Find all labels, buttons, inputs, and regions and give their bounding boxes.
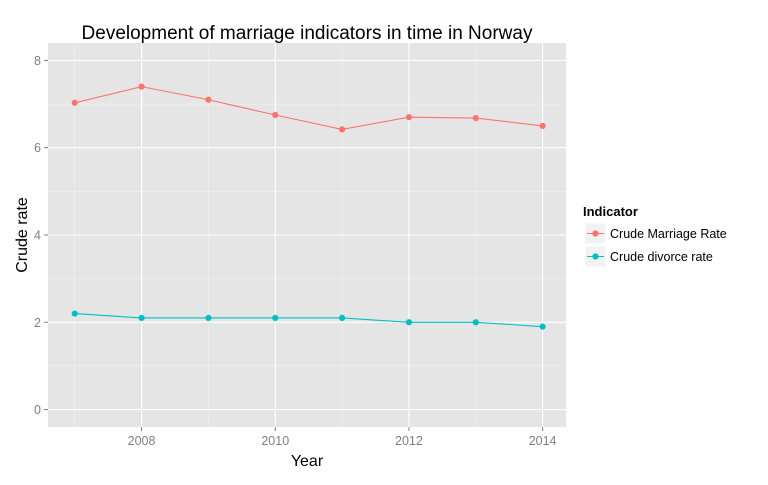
data-point bbox=[338, 126, 346, 133]
series-line bbox=[74, 86, 543, 130]
data-point bbox=[338, 314, 346, 322]
data-point bbox=[405, 319, 413, 326]
series-divorce-rate bbox=[71, 310, 546, 330]
x-tick-label: 2008 bbox=[128, 434, 156, 448]
y-tick-label: 4 bbox=[34, 229, 41, 243]
legend: Indicator Crude Marriage Rate Crude divor… bbox=[583, 204, 727, 268]
data-point bbox=[138, 314, 145, 322]
legend-items: Crude Marriage Rate Crude divorce rate bbox=[584, 222, 727, 268]
y-tick-label: 8 bbox=[34, 54, 41, 68]
y-tick-label: 2 bbox=[34, 316, 41, 330]
data-point bbox=[539, 323, 546, 330]
legend-label: Crude Marriage Rate bbox=[610, 227, 727, 241]
data-point bbox=[405, 114, 413, 121]
data-point bbox=[205, 96, 212, 103]
data-point bbox=[71, 99, 78, 106]
y-axis: 0 2 4 6 8 bbox=[34, 54, 48, 417]
chart-title: Development of marriage indicators in ti… bbox=[82, 23, 533, 44]
data-point bbox=[71, 310, 78, 317]
legend-item: Crude Marriage Rate bbox=[584, 222, 727, 245]
legend-item: Crude divorce rate bbox=[584, 245, 713, 268]
y-tick-label: 6 bbox=[34, 141, 41, 155]
data-point bbox=[472, 319, 479, 326]
x-tick-label: 2010 bbox=[261, 434, 289, 448]
data-point bbox=[272, 314, 279, 322]
legend-key-point bbox=[592, 253, 599, 260]
series-line bbox=[74, 313, 543, 328]
series-marriage-rate bbox=[71, 83, 546, 133]
x-axis: 2008 2010 2012 2014 bbox=[128, 427, 557, 448]
data-point bbox=[539, 122, 546, 130]
data-point bbox=[205, 314, 212, 322]
y-axis-title: Crude rate bbox=[14, 197, 31, 273]
x-tick-label: 2014 bbox=[529, 434, 557, 448]
legend-label: Crude divorce rate bbox=[610, 250, 713, 264]
y-tick-label: 0 bbox=[34, 403, 41, 417]
x-tick-label: 2012 bbox=[395, 434, 423, 448]
data-point bbox=[272, 111, 279, 119]
legend-title: Indicator bbox=[583, 204, 638, 219]
data-point bbox=[472, 114, 479, 122]
x-axis-title: Year bbox=[291, 453, 324, 470]
data-point bbox=[138, 83, 145, 90]
legend-key-point bbox=[592, 230, 599, 237]
series-layer bbox=[71, 83, 546, 330]
